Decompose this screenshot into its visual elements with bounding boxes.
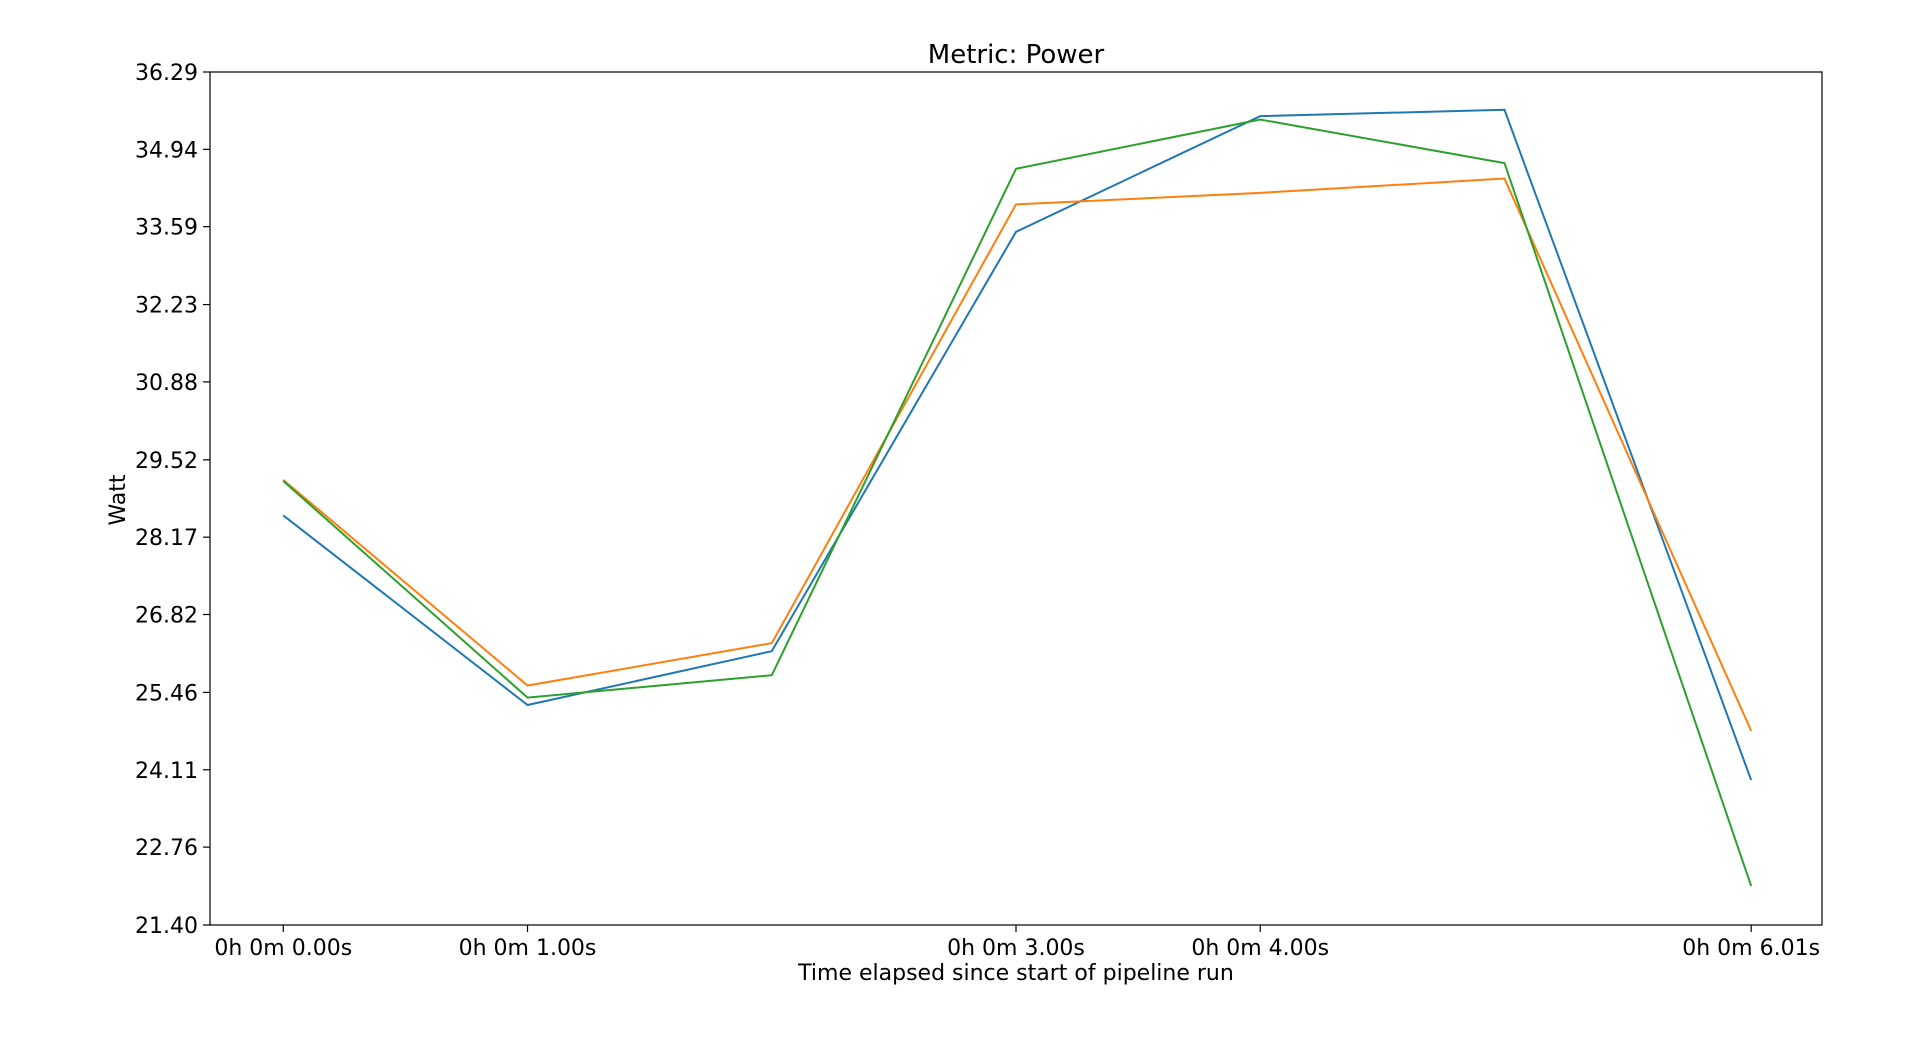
series-1-line: [282, 108, 1753, 781]
y-tick-label: 34.94: [135, 138, 198, 163]
ticks-layer: 0h 0m 0.00s 0h 0m 1.00s 0h 0m 3.00s 0h 0m 4…: [135, 61, 1820, 961]
y-tick-label: 24.11: [135, 759, 198, 784]
x-axis-title: Time elapsed since start of pipeline run: [797, 961, 1234, 986]
y-tick-label: 28.17: [135, 526, 198, 551]
y-tick-label: 30.88: [135, 371, 198, 396]
y-tick-label: 29.52: [135, 449, 198, 474]
y-tick-label: 21.40: [135, 914, 198, 939]
y-tick-label: 22.76: [135, 836, 198, 861]
y-tick-label: 25.46: [135, 681, 198, 706]
y-axis-title: Watt: [106, 474, 131, 525]
plot-area-frame: [209, 71, 1823, 926]
chart-title: Metric: Power: [928, 40, 1105, 70]
x-tick-label: 0h 0m 6.01s: [1682, 936, 1820, 961]
x-tick-label: 0h 0m 1.00s: [459, 936, 597, 961]
x-tick-label: 0h 0m 0.00s: [214, 936, 352, 961]
x-tick-label: 0h 0m 3.00s: [947, 936, 1085, 961]
y-tick-label: 36.29: [135, 61, 198, 86]
y-tick-label: 26.82: [135, 604, 198, 629]
y-tick-label: 32.23: [135, 294, 198, 319]
series-layer: [282, 108, 1753, 887]
y-tick-label: 33.59: [135, 216, 198, 241]
x-tick-label: 0h 0m 4.00s: [1191, 936, 1329, 961]
series-2-line: [282, 177, 1753, 732]
series-3-line: [282, 118, 1753, 887]
